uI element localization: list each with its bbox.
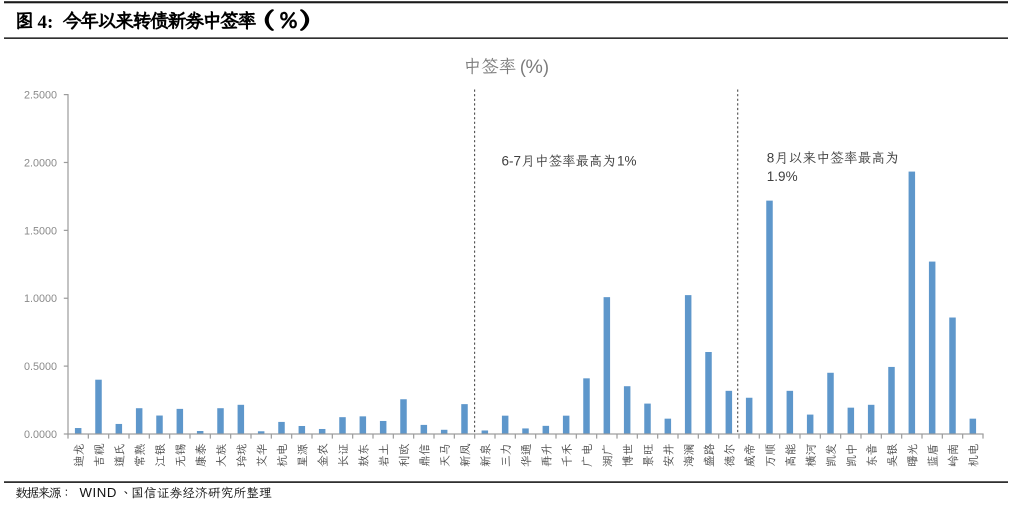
svg-text:1.0000: 1.0000 [24,293,57,305]
svg-text:1.9%: 1.9% [767,169,798,184]
svg-text:): ) [543,57,549,77]
svg-text:6-7: 6-7 [502,154,522,169]
svg-text:2.5000: 2.5000 [24,90,57,102]
svg-text:2.0000: 2.0000 [24,157,57,169]
svg-text:0.5000: 0.5000 [24,361,57,373]
svg-text:1.5000: 1.5000 [24,225,57,237]
svg-text:1%: 1% [617,154,637,169]
svg-text:%: % [526,56,543,78]
svg-text:8: 8 [767,151,775,166]
svg-text:WIND: WIND [80,485,118,500]
svg-text:(: ( [520,57,526,77]
svg-text:0.0000: 0.0000 [24,429,57,441]
svg-text:4:: 4: [38,12,54,33]
